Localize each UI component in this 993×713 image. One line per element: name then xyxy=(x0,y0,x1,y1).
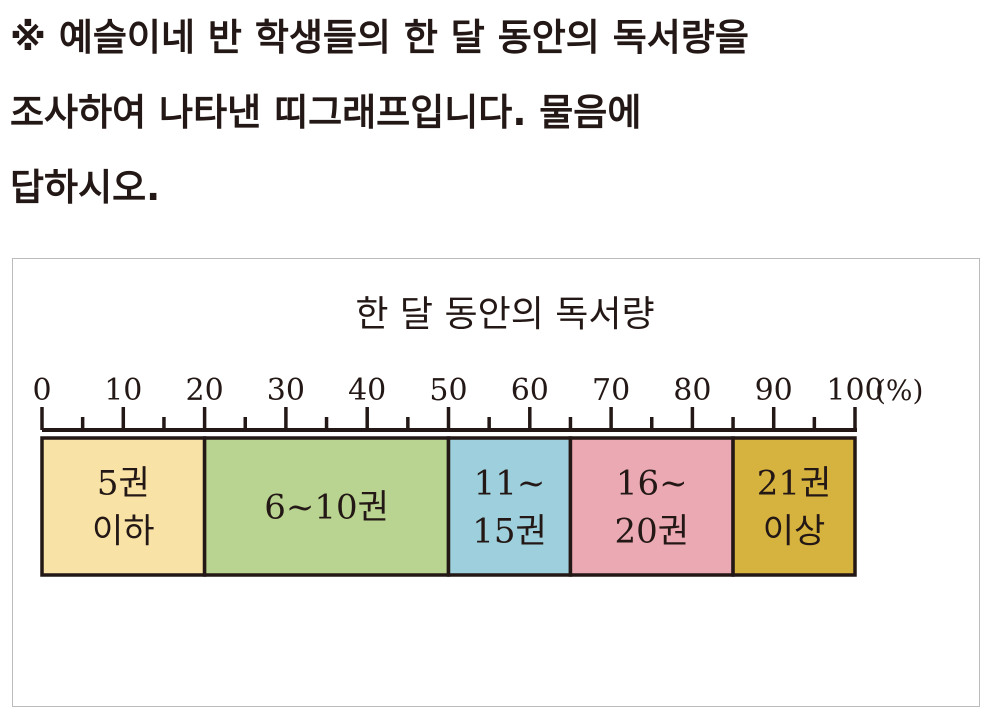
segment-label: 15권 xyxy=(472,512,547,552)
tick-label: 90 xyxy=(755,373,793,408)
segment-label: 16~ xyxy=(616,464,688,504)
chart-frame xyxy=(12,258,980,707)
segment-label: 20권 xyxy=(614,512,689,552)
tick-label: 100 xyxy=(826,373,883,408)
segment-label: 5권 xyxy=(97,464,150,504)
segment-bar xyxy=(40,436,207,577)
segment-label: 이상 xyxy=(763,512,826,552)
unit-label: (%) xyxy=(875,374,923,407)
tick-label: 20 xyxy=(186,373,224,408)
segment-label: 6~10권 xyxy=(264,488,389,528)
tick-label: 80 xyxy=(673,373,711,408)
question-text: ※ 예슬이네 반 학생들의 한 달 동안의 독서량을 조사하여 나타낸 띠그래프… xyxy=(10,0,990,225)
segment-bar xyxy=(568,436,735,577)
segment-label: 11~ xyxy=(474,464,546,504)
chart-title: 한 달 동안의 독서량 xyxy=(355,294,654,335)
tick-label: 10 xyxy=(104,373,142,408)
tick-label: 40 xyxy=(348,373,386,408)
question-line: ※ 예슬이네 반 학생들의 한 달 동안의 독서량을 xyxy=(10,16,749,59)
tick-label: 70 xyxy=(592,373,630,408)
question-line: 조사하여 나타낸 띠그래프입니다. 물음에 xyxy=(10,91,642,134)
segment-label: 이하 xyxy=(92,512,155,552)
tick-label: 50 xyxy=(429,373,467,408)
tick-label: 0 xyxy=(32,373,51,408)
segment-bar xyxy=(446,436,573,577)
tick-label: 30 xyxy=(267,373,305,408)
segment-bar xyxy=(731,436,857,577)
question-line: 답하시오. xyxy=(10,166,161,209)
segment-label: 21권 xyxy=(757,464,832,504)
tick-label: 60 xyxy=(511,373,549,408)
